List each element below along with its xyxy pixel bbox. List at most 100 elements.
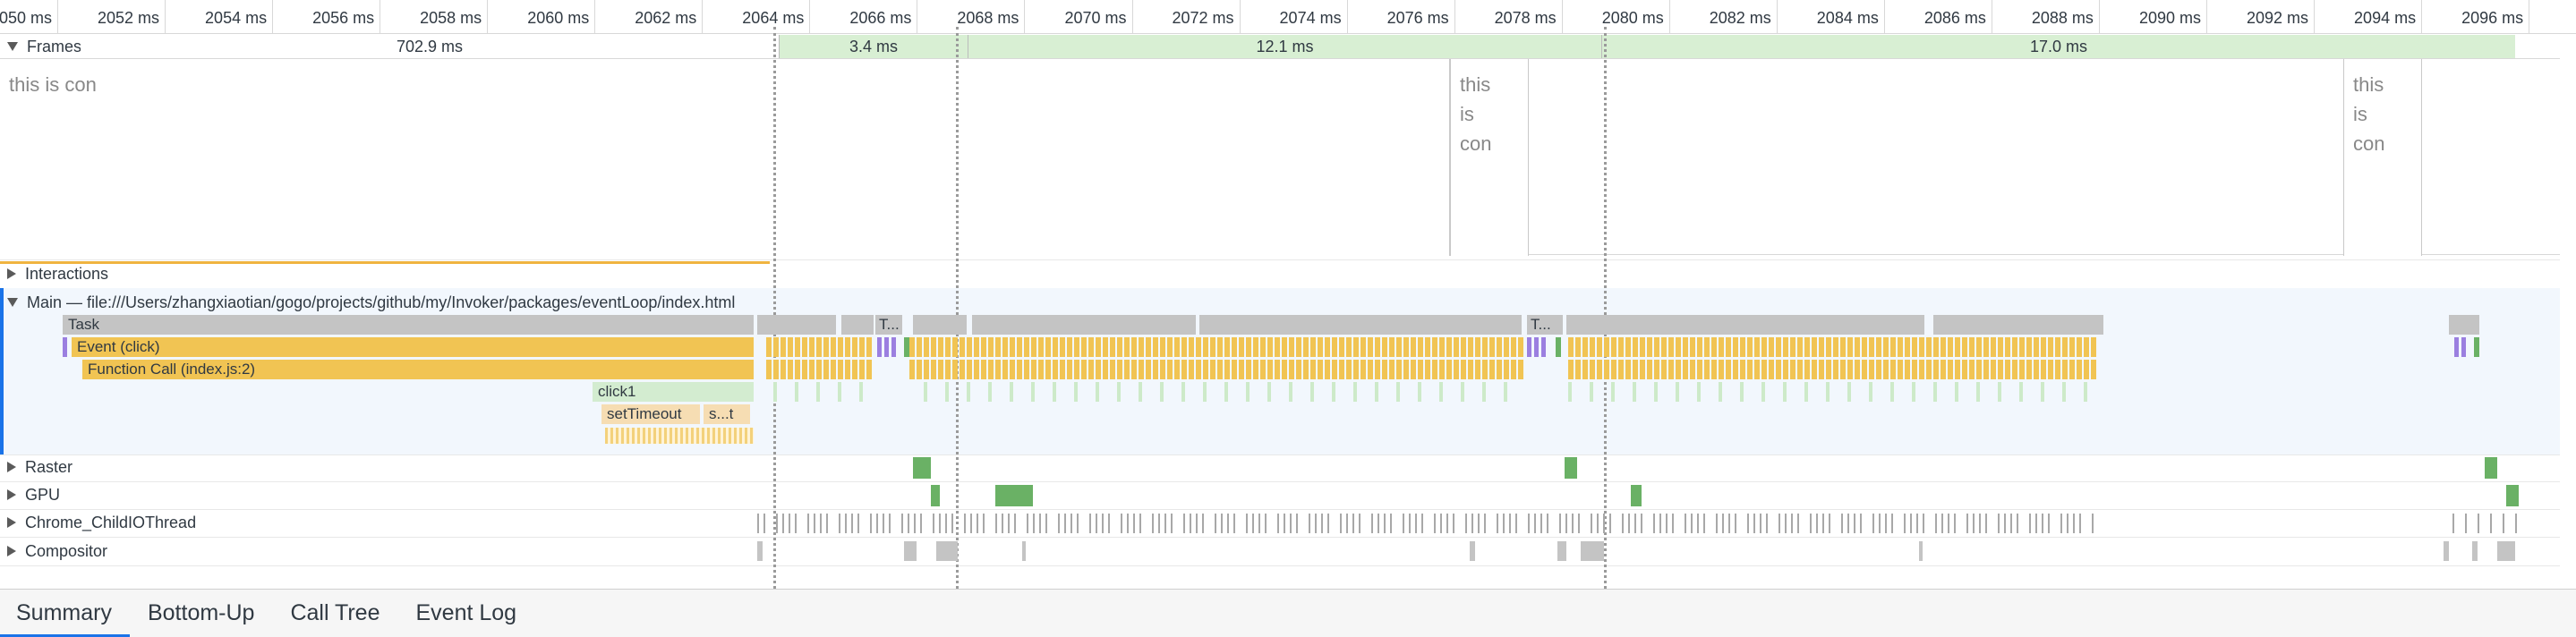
flame-function-segment[interactable]	[1067, 360, 1072, 379]
flame-event-segment[interactable]	[1103, 337, 1108, 357]
io-event[interactable]	[1735, 514, 1736, 533]
flame-function-segment[interactable]	[1267, 360, 1273, 379]
flame-event-segment[interactable]	[1382, 337, 1387, 357]
io-event[interactable]	[1265, 514, 1267, 533]
flame-function-segment[interactable]	[1783, 360, 1788, 379]
flame-function-segment[interactable]	[1941, 360, 1946, 379]
flame-event-segment[interactable]	[1754, 337, 1760, 357]
flame-handler-segment[interactable]	[1933, 382, 1937, 402]
flame-function-segment[interactable]	[1489, 360, 1495, 379]
gpu-event[interactable]	[995, 485, 1033, 506]
flame-function-segment[interactable]	[1224, 360, 1230, 379]
frame-segment[interactable]: 17.0 ms	[1602, 35, 2515, 58]
flame-function-segment[interactable]	[1446, 360, 1452, 379]
flame-function-segment[interactable]	[1461, 360, 1466, 379]
io-event[interactable]	[1916, 514, 1918, 533]
io-event[interactable]	[1152, 514, 1154, 533]
flame-event-segment[interactable]	[1403, 337, 1409, 357]
flame-function-segment[interactable]	[1676, 360, 1681, 379]
io-event[interactable]	[807, 514, 809, 533]
flame-function-segment[interactable]	[1919, 360, 1924, 379]
flame-event-segment[interactable]	[1819, 337, 1824, 357]
flame-function-segment[interactable]	[1425, 360, 1430, 379]
io-event[interactable]	[1985, 514, 1987, 533]
flame-event-segment[interactable]	[1088, 337, 1094, 357]
flame-function-segment[interactable]	[2084, 360, 2089, 379]
flame-event-segment[interactable]	[1855, 337, 1860, 357]
marker-line[interactable]	[956, 27, 959, 589]
flame-handler-segment[interactable]	[1418, 382, 1421, 402]
io-event[interactable]	[870, 514, 872, 533]
io-event[interactable]	[883, 514, 884, 533]
flame-function-segment[interactable]	[1353, 360, 1359, 379]
io-event[interactable]	[1622, 514, 1624, 533]
io-event[interactable]	[1973, 514, 1975, 533]
io-event[interactable]	[1096, 514, 1097, 533]
flame-event-segment[interactable]	[1346, 337, 1352, 357]
io-event[interactable]	[1227, 514, 1229, 533]
flame-handler-segment[interactable]	[1761, 382, 1765, 402]
io-event[interactable]	[1027, 514, 1028, 533]
flame-function-segment[interactable]	[1604, 360, 1609, 379]
io-event[interactable]	[1634, 514, 1636, 533]
flame-event-segment[interactable]	[1933, 337, 1939, 357]
marker-line[interactable]	[1604, 27, 1607, 589]
io-event[interactable]	[1409, 514, 1411, 533]
io-event[interactable]	[776, 514, 778, 533]
io-event[interactable]	[857, 514, 859, 533]
flame-event-segment[interactable]	[1475, 337, 1480, 357]
flame-handler-segment[interactable]	[838, 382, 841, 402]
flame-function-segment[interactable]	[1855, 360, 1860, 379]
io-event[interactable]	[1797, 514, 1799, 533]
io-event[interactable]	[1528, 514, 1530, 533]
flame-handler-segment[interactable]	[795, 382, 798, 402]
flame-function-segment[interactable]	[1053, 360, 1058, 379]
io-event[interactable]	[2035, 514, 2037, 533]
flame-function-segment[interactable]	[1318, 360, 1323, 379]
io-event[interactable]	[1215, 514, 1216, 533]
flame-function-segment[interactable]	[1991, 360, 1996, 379]
flame-event-segment[interactable]	[1153, 337, 1158, 357]
flame-event-segment[interactable]	[2019, 337, 2025, 357]
flame-handler-segment[interactable]	[1096, 382, 1099, 402]
flame-function-segment[interactable]	[1303, 360, 1309, 379]
flame-event-segment[interactable]	[1905, 337, 1910, 357]
io-event[interactable]	[1597, 514, 1599, 533]
flame-function-segment[interactable]	[1568, 360, 1574, 379]
flame-layout-mark[interactable]	[884, 337, 889, 357]
io-event[interactable]	[1753, 514, 1755, 533]
flame-event-segment[interactable]	[1618, 337, 1624, 357]
flame-function-segment[interactable]	[1253, 360, 1258, 379]
flame-event-segment[interactable]	[1318, 337, 1323, 357]
flame-event-segment[interactable]	[1898, 337, 1903, 357]
flame-event-segment[interactable]	[1597, 337, 1602, 357]
flame-function-segment[interactable]	[1024, 360, 1029, 379]
flame-function-segment[interactable]	[1654, 360, 1659, 379]
flame-event-segment[interactable]	[1246, 337, 1251, 357]
flame-handler-segment[interactable]	[945, 382, 949, 402]
flame-function-segment[interactable]	[1640, 360, 1645, 379]
flame-function-segment[interactable]	[2019, 360, 2025, 379]
flame-function-segment[interactable]	[1862, 360, 1867, 379]
flame-event-segment[interactable]	[924, 337, 929, 357]
flame-handler-segment[interactable]	[773, 382, 777, 402]
flame-event-segment[interactable]	[1883, 337, 1889, 357]
io-event[interactable]	[1190, 514, 1191, 533]
flame-function-segment[interactable]	[838, 360, 843, 379]
flame-event-segment[interactable]	[1117, 337, 1122, 357]
flame-function-segment[interactable]	[866, 360, 872, 379]
flame-function-segment[interactable]	[2091, 360, 2096, 379]
io-event[interactable]	[889, 514, 891, 533]
flame-event-segment[interactable]	[1210, 337, 1215, 357]
io-event[interactable]	[763, 514, 765, 533]
flame-event-segment[interactable]	[1432, 337, 1437, 357]
flame-event-segment[interactable]	[1189, 337, 1194, 357]
io-event[interactable]	[939, 514, 941, 533]
flame-event-segment[interactable]	[1955, 337, 1960, 357]
flame-event-segment[interactable]	[960, 337, 965, 357]
flame-task-segment[interactable]	[1199, 315, 1522, 335]
io-event[interactable]	[1948, 514, 1949, 533]
io-event[interactable]	[1258, 514, 1260, 533]
flame-function-segment[interactable]	[1346, 360, 1352, 379]
flame-event-segment[interactable]	[1941, 337, 1946, 357]
